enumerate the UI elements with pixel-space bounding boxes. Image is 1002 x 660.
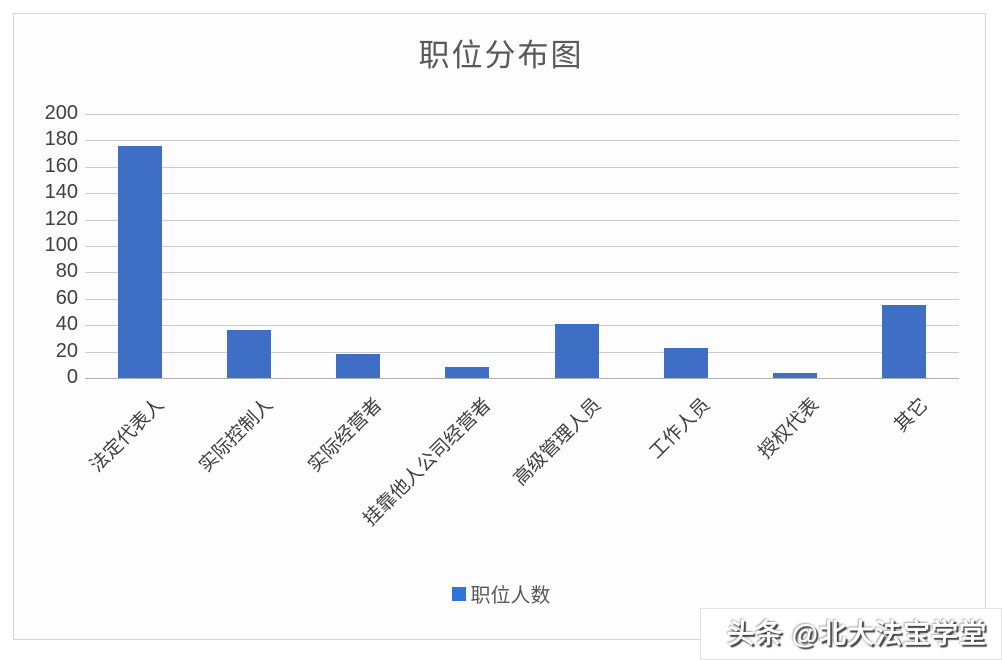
gridline [85,140,959,142]
bar-其它 [882,305,927,378]
y-axis-tick-label: 200 [44,102,78,124]
legend-label: 职位人数 [470,585,551,607]
bar-挂靠他人公司经营者 [445,367,490,378]
y-axis-tick-label: 80 [55,260,78,283]
gridline [85,114,959,115]
y-axis-tick-label: 160 [44,154,78,177]
gridline [85,272,959,274]
y-axis-tick-label: 140 [44,181,78,204]
gridline [85,298,959,300]
legend-swatch-icon [451,586,466,601]
bar-实际控制人 [226,330,271,378]
chart-frame [13,13,986,640]
legend: 职位人数 [0,579,1002,608]
y-axis-tick-label: 40 [55,313,78,336]
gridline [85,193,959,195]
y-axis-tick-label: 60 [55,286,78,309]
bar-工作人员 [663,347,708,378]
bar-法定代表人 [117,145,162,378]
watermark-text: 头条 @北大法宝学堂 [700,608,1002,660]
plot-area [85,114,959,379]
gridline [85,219,959,221]
y-axis-tick-label: 120 [44,207,78,230]
y-axis-tick-label: 180 [44,128,78,151]
bar-实际经营者 [336,354,381,378]
bar-授权代表 [773,372,818,378]
bar-高级管理人员 [554,323,599,378]
gridline [85,378,959,379]
y-axis-tick-label: 0 [66,366,78,388]
gridline [85,246,959,247]
y-axis-tick-label: 20 [55,339,78,362]
gridline [85,351,959,353]
gridline [85,325,959,327]
chart-title: 职位分布图 [418,38,584,73]
y-axis-tick-label: 100 [44,234,78,256]
gridline [85,166,959,168]
